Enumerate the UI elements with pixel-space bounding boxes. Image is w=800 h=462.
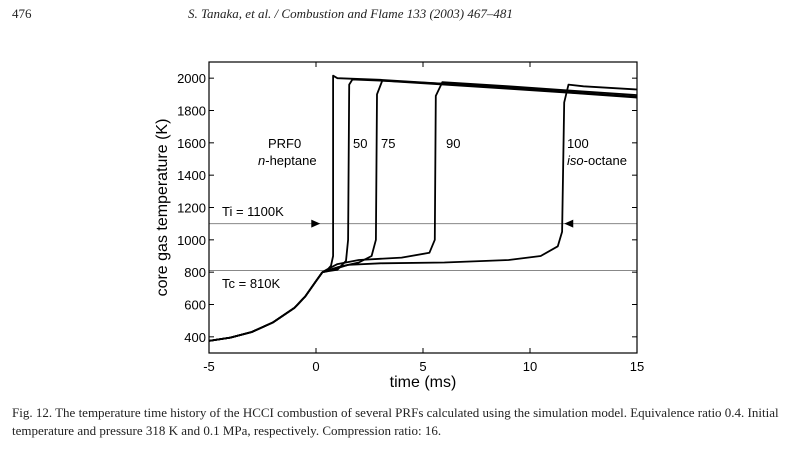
figure-caption: Fig. 12. The temperature time history of… — [12, 405, 779, 438]
curves — [208, 74, 638, 342]
x-tick-label: 5 — [419, 359, 426, 374]
x-tick-label: -5 — [203, 359, 215, 374]
label-75: 75 — [381, 136, 395, 151]
y-tick-label: 1200 — [177, 201, 206, 216]
temperature-chart: -5 0 5 10 15 400 600 800 1000 1200 1400 1600 1800 200… — [154, 61, 644, 391]
y-tick-label: 1000 — [177, 233, 206, 248]
x-tick-label: 0 — [312, 359, 319, 374]
axis-ticks: -5 0 5 10 15 400 600 800 1000 1200 1400 1600 1800 200… — [177, 62, 644, 374]
y-tick-label: 1600 — [177, 136, 206, 151]
label-n-heptane: n-heptane — [258, 153, 317, 168]
y-tick-label: 1400 — [177, 168, 206, 183]
label-ti: Ti = 1100K — [222, 204, 284, 219]
arrow-ti-right — [564, 219, 574, 228]
y-tick-label: 600 — [184, 298, 206, 313]
x-axis-label: time (ms) — [390, 374, 457, 391]
y-tick-label: 1800 — [177, 104, 206, 119]
running-title: S. Tanaka, et al. / Combustion and Flame… — [188, 6, 513, 21]
label-iso-octane: iso-octane — [567, 153, 627, 168]
label-100: 100 — [567, 136, 589, 151]
x-tick-label: 10 — [523, 359, 537, 374]
label-50: 50 — [353, 136, 367, 151]
arrow-ti-left — [311, 219, 321, 228]
page-number: 476 — [12, 6, 32, 21]
annotations: PRF0 n-heptane 50 75 90 100 iso-octane Ti = 110… — [222, 136, 627, 291]
label-90: 90 — [446, 136, 460, 151]
label-prf0: PRF0 — [268, 136, 301, 151]
label-tc: Tc = 810K — [222, 276, 281, 291]
y-tick-label: 400 — [184, 330, 206, 345]
y-tick-label: 2000 — [177, 71, 206, 86]
x-tick-label: 15 — [630, 359, 644, 374]
y-axis-label: core gas temperature (K) — [154, 119, 171, 297]
y-tick-label: 800 — [184, 265, 206, 280]
series-line-4 — [208, 83, 638, 342]
